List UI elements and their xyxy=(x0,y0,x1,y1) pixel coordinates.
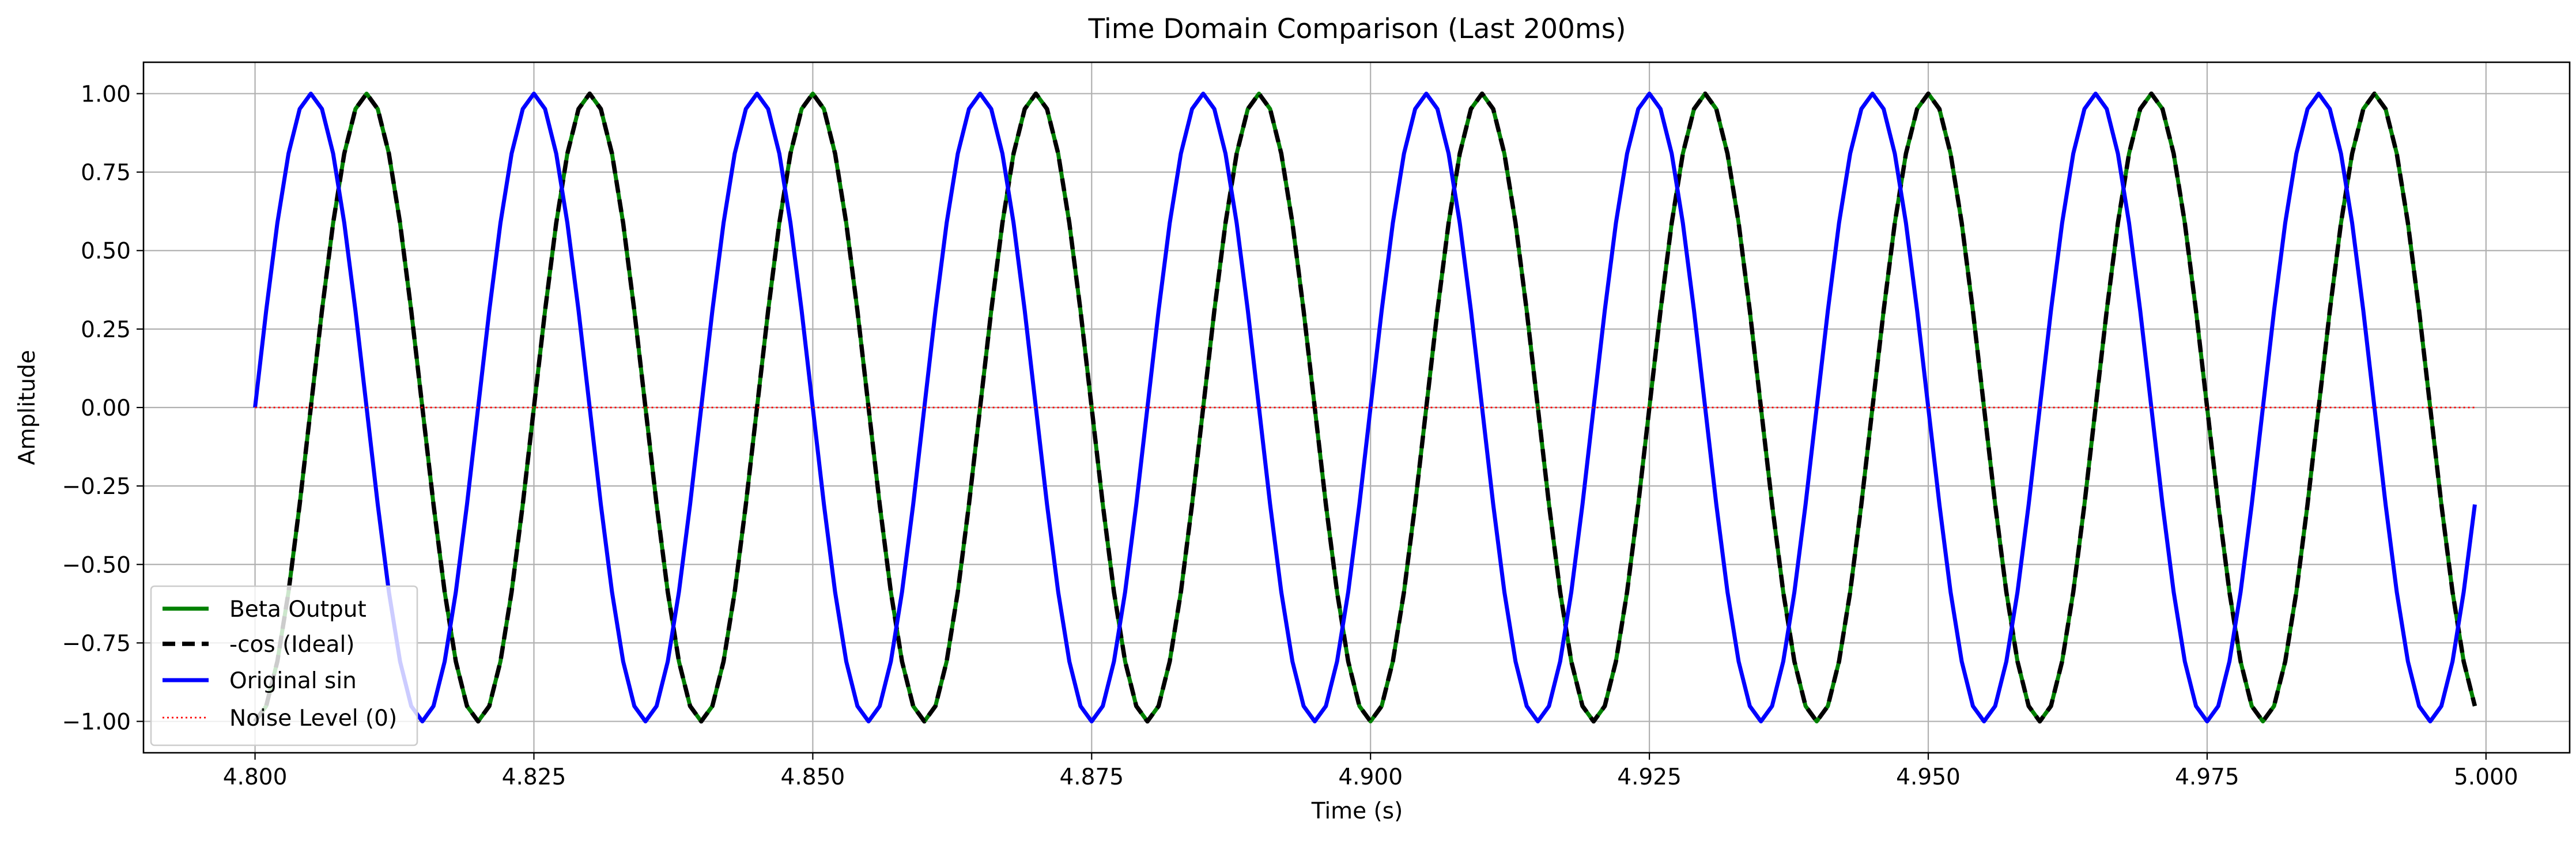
legend-label-original-sin: Original sin xyxy=(229,668,357,694)
x-tick-label: 4.800 xyxy=(223,764,288,790)
x-tick-label: 4.900 xyxy=(1338,764,1403,790)
x-tick-label: 4.950 xyxy=(1896,764,1961,790)
x-tick-label: 4.825 xyxy=(502,764,566,790)
legend-label-noise-level: Noise Level (0) xyxy=(229,706,397,731)
y-tick-label: 0.25 xyxy=(81,317,131,343)
y-axis-title: Amplitude xyxy=(14,350,40,465)
legend-label-beta-output: Beta Output xyxy=(229,597,367,623)
x-tick-label: 4.925 xyxy=(1617,764,1682,790)
legend: Beta Output -cos (Ideal) Original sin No… xyxy=(150,585,418,746)
y-tick-label: 1.00 xyxy=(81,81,131,107)
series-line-cos-ideal xyxy=(253,91,2477,724)
x-axis-title: Time (s) xyxy=(1311,798,1403,824)
x-tick-label: 4.850 xyxy=(781,764,845,790)
axis-ticks: 4.800 4.825 4.850 4.875 4.900 4.925 4.950 4.975… xyxy=(62,81,2518,790)
legend-frame xyxy=(150,585,418,746)
x-tick-label: 5.000 xyxy=(2454,764,2518,790)
y-tick-label: −0.50 xyxy=(62,552,131,578)
series-group xyxy=(253,91,2477,724)
y-tick-label: −1.00 xyxy=(62,710,131,735)
series-line-original-sin xyxy=(253,91,2477,724)
y-tick-label: 0.75 xyxy=(81,160,131,186)
y-tick-label: −0.75 xyxy=(62,631,131,657)
y-tick-label: 0.50 xyxy=(81,239,131,265)
x-tick-label: 4.975 xyxy=(2175,764,2239,790)
y-tick-label: −0.25 xyxy=(62,474,131,500)
legend-label-cos-ideal: -cos (Ideal) xyxy=(229,632,355,658)
x-tick-label: 4.875 xyxy=(1059,764,1124,790)
chart-title: Time Domain Comparison (Last 200ms) xyxy=(1087,13,1626,45)
y-tick-label: 0.00 xyxy=(81,395,131,421)
